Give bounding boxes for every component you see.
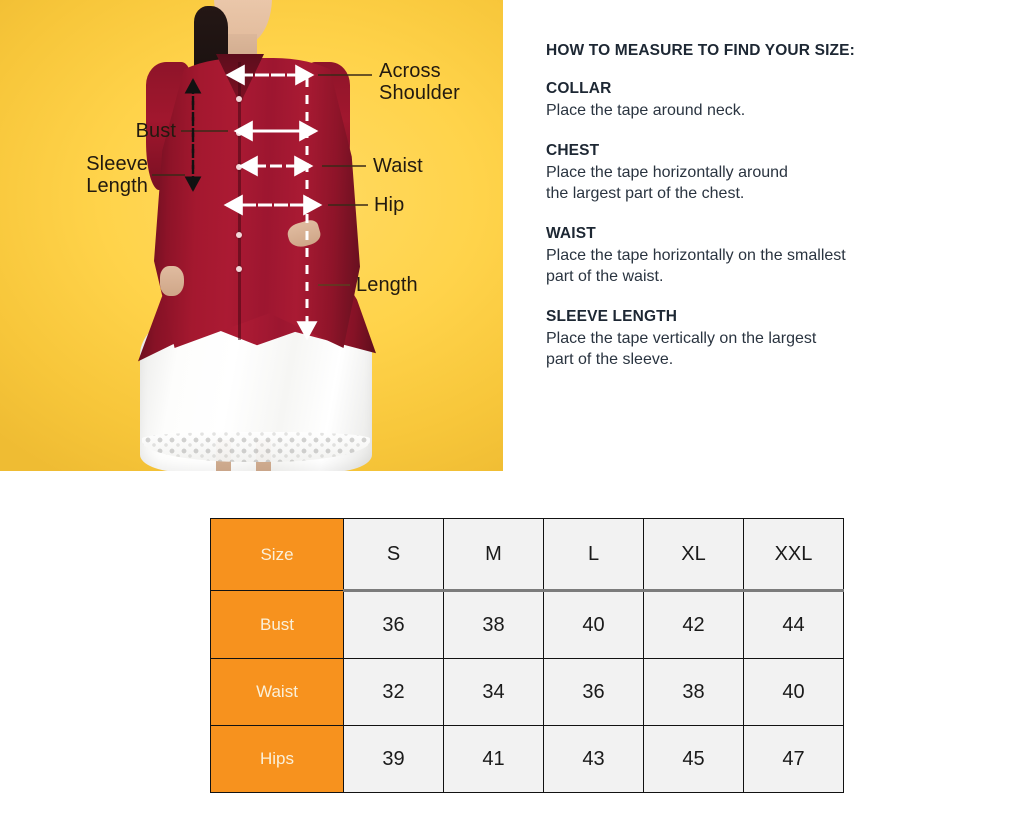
label-across-shoulder: Across Shoulder — [379, 60, 460, 105]
instruction-waist: WAIST Place the tape horizontally on the… — [546, 225, 998, 287]
instructions-panel: HOW TO MEASURE TO FIND YOUR SIZE: COLLAR… — [546, 42, 998, 391]
table-header-s: S — [343, 518, 444, 592]
cell-waist-xl: 38 — [643, 658, 744, 726]
cell-hips-xl: 45 — [643, 725, 744, 793]
instruction-heading: WAIST — [546, 225, 596, 243]
cell-hips-l: 43 — [543, 725, 644, 793]
label-hip: Hip — [374, 194, 405, 216]
button — [236, 266, 242, 272]
cell-hips-m: 41 — [443, 725, 544, 793]
cell-waist-m: 34 — [443, 658, 544, 726]
instruction-body: Place the tape around neck. — [546, 102, 746, 119]
button — [236, 232, 242, 238]
cell-bust-xl: 42 — [643, 590, 744, 659]
table-header-xxl: XXL — [743, 518, 844, 592]
row-label-waist: Waist — [210, 658, 344, 726]
cell-waist-s: 32 — [343, 658, 444, 726]
cell-bust-s: 36 — [343, 590, 444, 659]
row-label-hips: Hips — [210, 725, 344, 793]
instruction-body: Place the tape vertically on the largest… — [546, 330, 817, 368]
button — [236, 96, 242, 102]
cell-hips-xxl: 47 — [743, 725, 844, 793]
table-row: Bust 36 38 40 42 44 — [210, 590, 844, 659]
table-row: Hips 39 41 43 45 47 — [210, 725, 844, 793]
table-header-xl: XL — [643, 518, 744, 592]
instruction-collar: COLLAR Place the tape around neck. — [546, 80, 998, 121]
table-header-row: Size S M L XL XXL — [210, 518, 844, 592]
model-illustration — [120, 0, 390, 471]
instructions-title: HOW TO MEASURE TO FIND YOUR SIZE: — [546, 42, 855, 59]
label-waist: Waist — [373, 155, 423, 177]
hand-left — [160, 266, 184, 296]
instruction-chest: CHEST Place the tape horizontally around… — [546, 142, 998, 204]
table-row: Waist 32 34 36 38 40 — [210, 658, 844, 726]
size-chart-table: Size S M L XL XXL Bust 36 38 40 42 44 Wa… — [210, 518, 844, 793]
cell-waist-l: 36 — [543, 658, 644, 726]
label-bust: Bust — [135, 120, 176, 142]
cell-hips-s: 39 — [343, 725, 444, 793]
instruction-sleeve-length: SLEEVE LENGTH Place the tape vertically … — [546, 308, 998, 370]
cell-bust-l: 40 — [543, 590, 644, 659]
button — [236, 198, 242, 204]
instruction-heading: CHEST — [546, 142, 600, 160]
table-header-m: M — [443, 518, 544, 592]
instruction-body: Place the tape horizontally on the small… — [546, 247, 846, 285]
top-section: Across Shoulder Bust Sleeve Length Waist… — [0, 0, 998, 471]
button — [236, 130, 242, 136]
table-header-size-label: Size — [210, 518, 344, 591]
cell-bust-m: 38 — [443, 590, 544, 659]
cell-waist-xxl: 40 — [743, 658, 844, 726]
row-label-bust: Bust — [210, 590, 344, 659]
button — [236, 164, 242, 170]
label-length: Length — [356, 274, 418, 296]
table-header-l: L — [543, 518, 644, 592]
instruction-heading: SLEEVE LENGTH — [546, 308, 678, 326]
label-sleeve-length: Sleeve Length — [86, 153, 148, 198]
instruction-body: Place the tape horizontally around the l… — [546, 164, 788, 202]
skirt-lace-trim — [142, 432, 370, 462]
measurement-photo-panel: Across Shoulder Bust Sleeve Length Waist… — [0, 0, 503, 471]
instruction-heading: COLLAR — [546, 80, 612, 97]
cell-bust-xxl: 44 — [743, 590, 844, 659]
maroon-kurta — [154, 58, 360, 348]
